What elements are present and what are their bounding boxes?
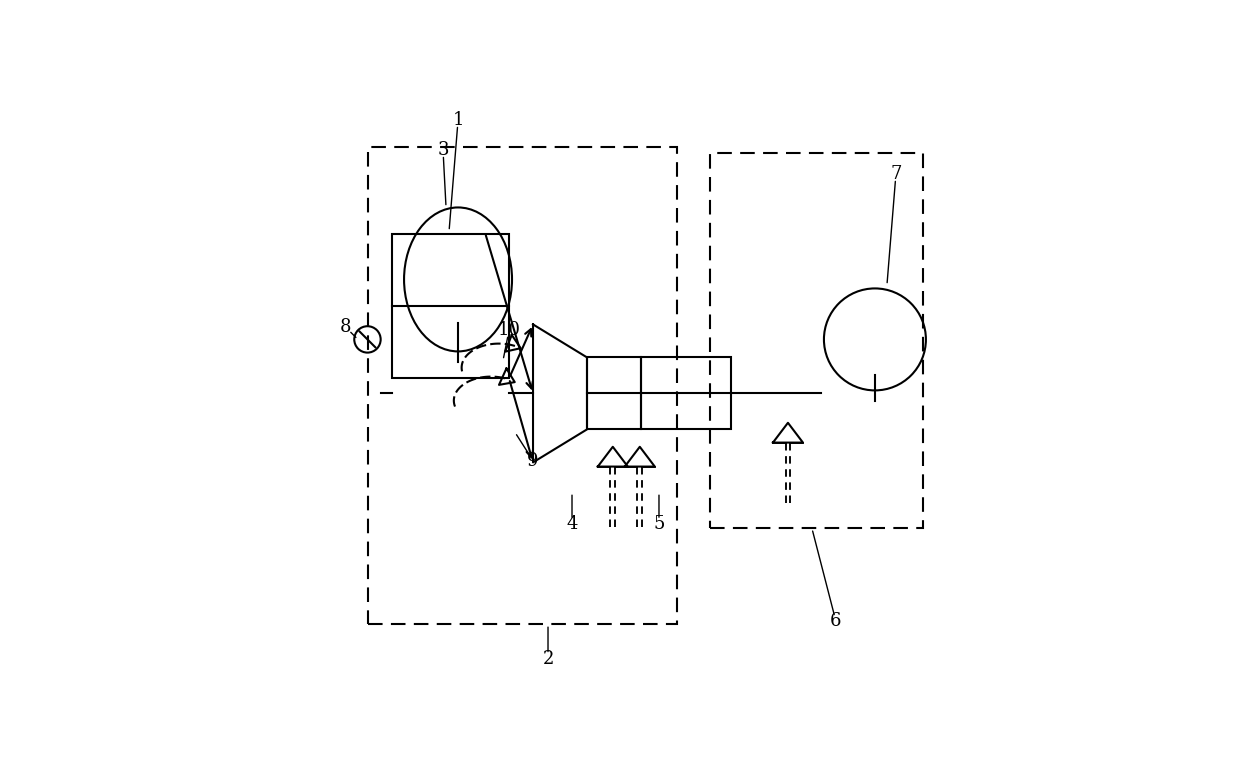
Bar bbox=[392, 234, 509, 379]
Text: 8: 8 bbox=[341, 319, 352, 337]
Bar bbox=[587, 358, 641, 429]
Bar bbox=[368, 147, 676, 624]
Text: 4: 4 bbox=[566, 515, 577, 533]
Text: 5: 5 bbox=[653, 515, 664, 533]
Bar bbox=[641, 358, 731, 429]
Text: 7: 7 bbox=[891, 165, 902, 184]
Text: 10: 10 bbox=[498, 322, 520, 340]
Text: 1: 1 bbox=[452, 111, 463, 129]
Text: 6: 6 bbox=[830, 612, 841, 630]
Text: 3: 3 bbox=[437, 142, 449, 160]
Bar bbox=[710, 153, 923, 528]
Text: 2: 2 bbox=[543, 650, 554, 668]
Text: 9: 9 bbox=[528, 452, 539, 470]
